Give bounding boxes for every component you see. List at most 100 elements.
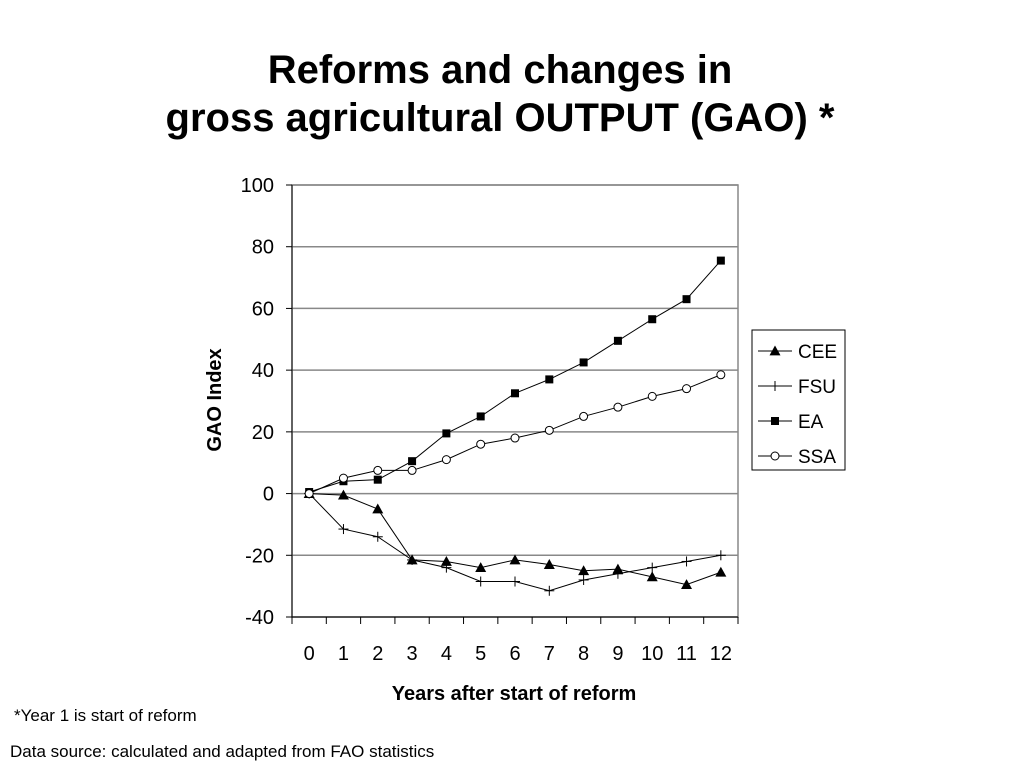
y-axis-label: GAO Index [204, 348, 226, 451]
point-ssa [579, 411, 589, 421]
x-tick-label: 0 [304, 643, 315, 665]
legend: CEE FSU EA SSA [751, 329, 846, 471]
series-ea [305, 256, 725, 497]
point-cee [681, 579, 693, 589]
point-cee [509, 554, 521, 565]
x-tick-label: 11 [676, 643, 697, 665]
legend-item-ssa: SSA [758, 447, 836, 468]
x-tick-label: 6 [509, 643, 520, 665]
point-fsu [681, 556, 692, 567]
point-ea [408, 457, 417, 466]
point-fsu [578, 574, 589, 585]
series [303, 256, 727, 596]
point-cee [543, 559, 555, 569]
point-ssa [716, 370, 726, 380]
legend-label-cee: CEE [798, 342, 837, 363]
point-cee [440, 555, 452, 566]
point-cee [578, 565, 590, 576]
legend-marker-ea [771, 417, 779, 425]
point-fsu [475, 576, 486, 587]
point-ssa [613, 402, 623, 412]
point-ea [648, 315, 657, 324]
chart-title: Reforms and changes in gross agricultura… [0, 46, 1000, 142]
point-cee [475, 562, 487, 573]
grid-lines [292, 184, 738, 618]
series-line-cee [309, 493, 722, 586]
x-axis-label: Years after start of reform [392, 683, 637, 705]
x-tick-label: 5 [475, 643, 486, 665]
point-ea [511, 389, 519, 398]
x-tick-label: 10 [641, 643, 663, 665]
series-ssa [304, 370, 726, 499]
y-tick-label: -20 [245, 545, 274, 567]
y-tick-label: 100 [241, 175, 274, 197]
point-ssa [682, 384, 692, 394]
y-tick-label: 80 [252, 237, 274, 259]
point-ea [716, 256, 725, 265]
point-cee [646, 571, 658, 582]
title-line-1: Reforms and changes in [267, 48, 733, 92]
point-ssa [510, 433, 520, 443]
legend-label-ssa: SSA [798, 447, 836, 468]
legend-item-fsu: FSU [758, 377, 836, 398]
legend-marker-fsu [770, 381, 780, 391]
point-ea [442, 429, 451, 438]
x-tick-label: 1 [338, 643, 349, 665]
x-tick-label: 7 [544, 643, 555, 665]
x-tick-label: 8 [578, 643, 589, 665]
point-ea [579, 358, 588, 367]
y-tick-label: 20 [252, 422, 274, 444]
y-tick-label: 40 [252, 360, 274, 382]
series-line-fsu [308, 493, 721, 592]
x-tick-label: 3 [407, 643, 418, 665]
point-fsu [544, 585, 555, 596]
point-fsu [407, 554, 418, 565]
point-ea [613, 336, 622, 345]
plot-area [291, 184, 739, 618]
point-cee [612, 563, 624, 574]
point-fsu [441, 562, 452, 573]
point-cee [337, 489, 349, 500]
footnote: *Year 1 is start of reform [14, 706, 197, 725]
series-cee [303, 488, 727, 589]
title-line-2: gross agricultural OUTPUT (GAO) * [165, 96, 835, 140]
x-tick-label: 12 [710, 643, 732, 665]
point-ea [682, 295, 691, 304]
legend-marker-ssa [770, 451, 780, 461]
series-line-ea [309, 260, 722, 493]
x-tick-label: 2 [372, 643, 383, 665]
point-cee [715, 566, 727, 577]
point-ssa [407, 465, 417, 475]
x-tick-label: 4 [441, 643, 452, 665]
legend-marker-cee [769, 345, 781, 356]
point-fsu [715, 550, 726, 561]
point-ssa [338, 473, 348, 483]
point-ssa [476, 439, 486, 449]
point-ssa [441, 455, 451, 465]
point-ea [373, 475, 382, 484]
point-cee [372, 503, 384, 514]
point-fsu [647, 562, 658, 573]
point-ssa [304, 489, 314, 499]
point-ssa [373, 465, 383, 475]
data-source: Data source: calculated and adapted from… [10, 742, 435, 761]
y-tick-label: 60 [252, 298, 274, 320]
point-fsu [612, 568, 623, 579]
point-fsu [338, 524, 349, 535]
legend-item-cee: CEE [758, 342, 837, 363]
y-tick-label: -40 [245, 607, 274, 629]
point-ea [476, 412, 485, 421]
point-ea [545, 375, 554, 384]
legend-label-fsu: FSU [798, 377, 836, 398]
point-ssa [647, 391, 657, 401]
point-fsu [372, 531, 383, 542]
legend-item-ea: EA [758, 412, 824, 433]
legend-box [751, 329, 846, 471]
point-fsu [510, 576, 520, 587]
x-tick-label: 9 [612, 643, 623, 665]
y-tick-label: 0 [263, 484, 274, 506]
point-ssa [544, 425, 554, 435]
legend-label-ea: EA [798, 412, 824, 433]
